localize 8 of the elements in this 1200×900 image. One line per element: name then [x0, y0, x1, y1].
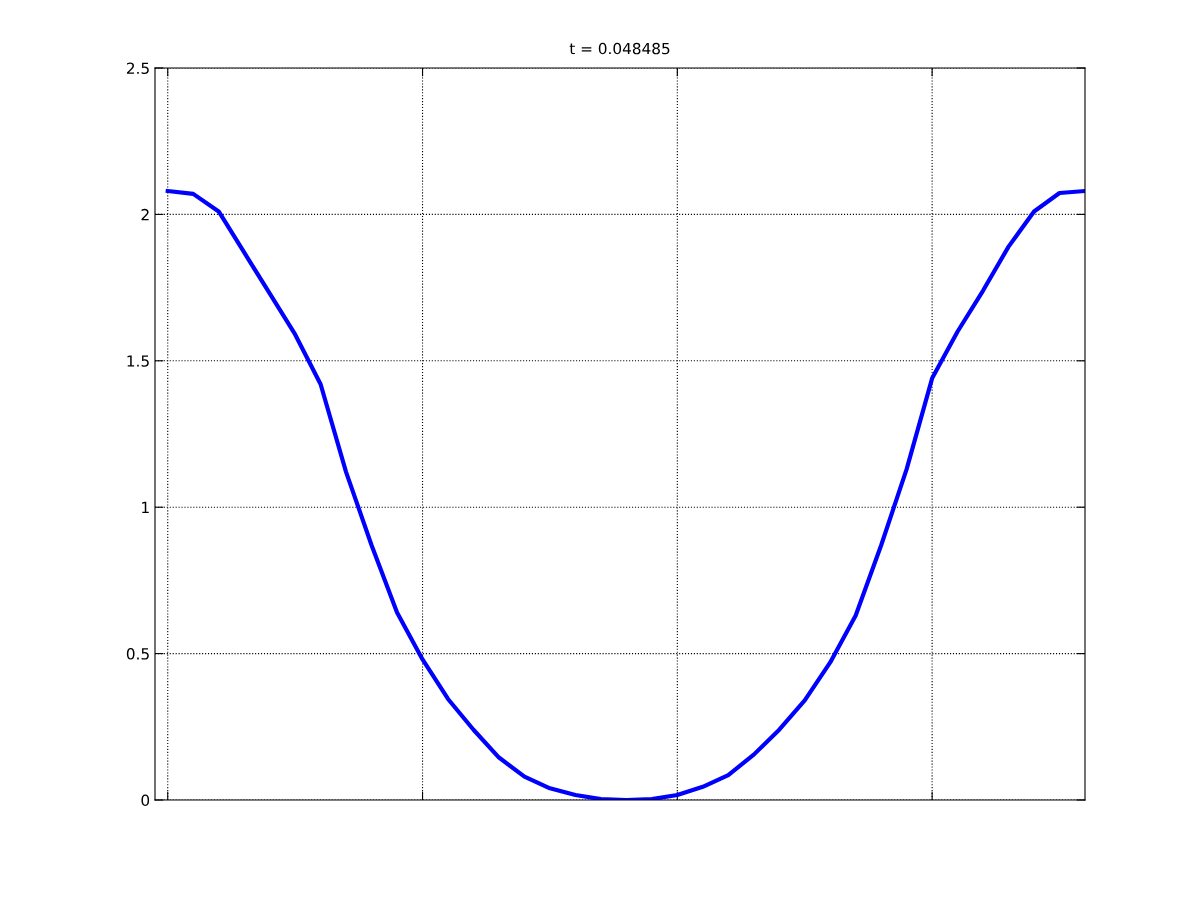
- y-tick-label: 0.5: [126, 648, 149, 660]
- y-tick-label: 1: [142, 501, 149, 513]
- chart-title: t = 0.048485: [569, 42, 670, 55]
- y-tick-label: 2.5: [126, 62, 149, 75]
- y-tick-label: 2: [141, 208, 149, 221]
- line-series: [165, 188, 1085, 800]
- y-tick-label: 0: [141, 794, 150, 807]
- y-tick-label: 1.5: [127, 355, 149, 367]
